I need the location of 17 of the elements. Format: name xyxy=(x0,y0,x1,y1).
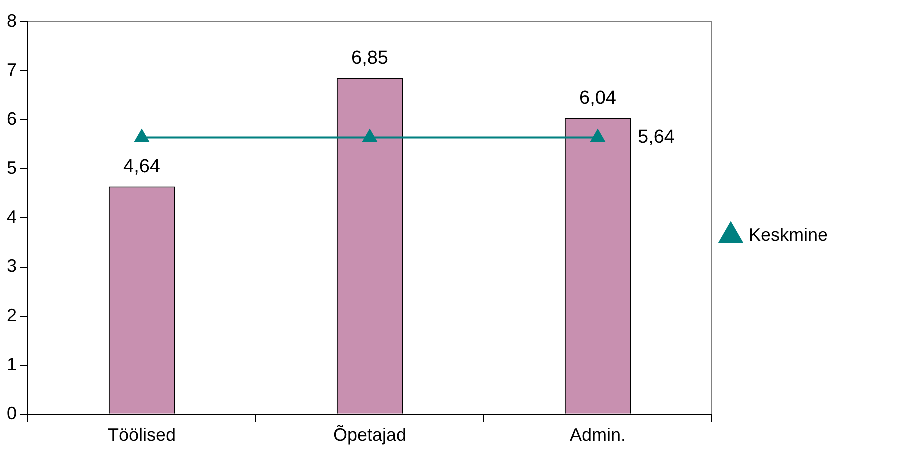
y-tick-label: 7 xyxy=(6,60,18,80)
x-tick-label: Admin. xyxy=(570,425,626,446)
legend-label: Keskmine xyxy=(749,224,828,245)
y-tick-label: 0 xyxy=(6,403,18,424)
y-tick-label: 6 xyxy=(6,109,18,130)
x-tick-label: Õpetajad xyxy=(333,425,407,446)
y-tick-label: 4 xyxy=(6,207,18,228)
y-tick-label: 3 xyxy=(6,256,18,276)
data-label: 5,64 xyxy=(638,126,676,148)
y-tick-label: 8 xyxy=(6,10,18,31)
data-label: 6,85 xyxy=(352,48,388,70)
y-tick-label: 5 xyxy=(6,158,18,178)
data-label: 6,04 xyxy=(580,88,617,109)
y-tick-label: 1 xyxy=(6,354,18,374)
y-tick-label: 2 xyxy=(6,305,18,326)
data-label: 4,64 xyxy=(124,156,161,178)
x-tick-label: Töölised xyxy=(108,425,176,446)
